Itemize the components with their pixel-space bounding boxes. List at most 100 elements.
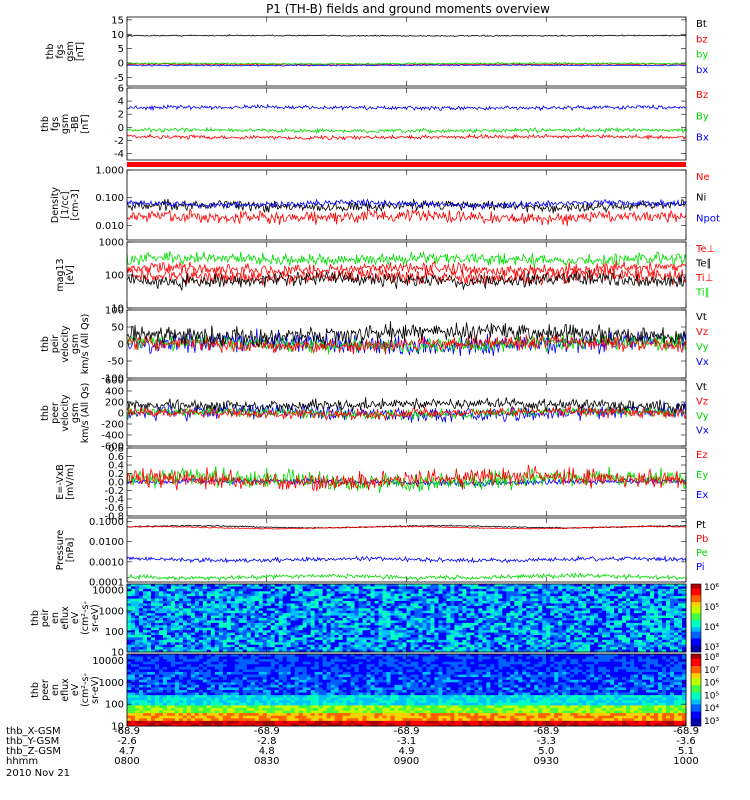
- y-tick-label: 0.1000: [89, 517, 124, 528]
- ephemeris-value: 0930: [534, 756, 559, 767]
- y-axis-label-line: gsm: [65, 41, 76, 61]
- y-tick-label: 0.2: [108, 469, 124, 480]
- legend-entry: Ti∥: [695, 288, 710, 299]
- y-tick-label: 100: [105, 700, 124, 711]
- legend-2: Bz By Bx: [696, 90, 709, 144]
- series-bx: [126, 63, 687, 67]
- legend-entry: Npot: [696, 213, 720, 224]
- y-axis-label-6: thb peer velocity gsm km/s (All Qs): [40, 383, 91, 444]
- y-tick-label: 0: [118, 59, 124, 70]
- y-axis-label-line: fgs: [55, 44, 66, 58]
- ephemeris-label: hhmm: [6, 756, 38, 767]
- legend-7: Ez Ey Ex: [696, 450, 708, 501]
- y-tick-label: -0.8: [104, 512, 124, 523]
- ephemeris-value: -68.9: [254, 726, 280, 737]
- y-tick-label: 0: [118, 123, 124, 134]
- y-axis-label-line: thb: [40, 336, 51, 352]
- y-axis-label-line: [nT]: [80, 114, 91, 133]
- legend-entry: Vx: [696, 357, 709, 368]
- y-axis-label-line: en: [50, 612, 61, 624]
- date-label: 2010 Nov 21: [6, 768, 70, 779]
- legend-entry: Bx: [696, 133, 709, 144]
- legend-entry: Pb: [696, 534, 708, 545]
- ephemeris-value: 4.7: [119, 746, 135, 757]
- ephemeris-value: -68.9: [673, 726, 699, 737]
- y-tick-label: -2: [114, 136, 124, 147]
- y-tick-label: -0.6: [104, 503, 124, 514]
- series-Pe: [126, 572, 687, 582]
- y-axis-label-line: (cm²-s-: [80, 601, 91, 635]
- series-Bt: [126, 34, 687, 38]
- legend-entry: Vx: [696, 426, 709, 437]
- ephemeris-value: -2.6: [117, 736, 137, 747]
- colorbar-9: 10⁶ 10⁵ 10⁴ 10³: [690, 583, 719, 653]
- y-axis-label-line: [mV/m]: [65, 464, 76, 500]
- y-tick-label: -4: [114, 149, 124, 160]
- y-axis-label-line: eV: [70, 683, 81, 696]
- colorbar-label: 10⁶: [704, 583, 719, 593]
- y-axis-label-line: thb: [45, 44, 56, 60]
- series-Ni: [126, 198, 687, 214]
- series-Pb: [126, 525, 687, 530]
- y-axis-label-line: gsm: [60, 114, 71, 134]
- y-tick-label: 0.0: [108, 478, 124, 489]
- y-tick-label: -400: [101, 431, 124, 442]
- legend-entry: Vz: [696, 397, 708, 408]
- ephemeris-value: -68.9: [114, 726, 140, 737]
- legend-5: Vt Vz Vy Vx: [696, 312, 709, 368]
- ephemeris-value: -3.6: [676, 736, 696, 747]
- y-tick-label: 10: [111, 722, 124, 733]
- y-axis-label-5: thb peir velocity gsm km/s (All Qs): [40, 314, 91, 375]
- legend-entry: Bt: [696, 19, 707, 30]
- y-axis-label-line: velocity: [60, 394, 71, 432]
- y-tick-label: 10000: [92, 656, 124, 667]
- y-axis-label-8: Pressure [nPa]: [55, 530, 76, 571]
- y-axis-label-line: [eV]: [65, 265, 76, 285]
- y-tick-label: 200: [105, 398, 124, 409]
- y-axis-label-line: fgs: [50, 117, 61, 131]
- y-tick-label: 400: [105, 387, 124, 398]
- y-tick-label: 0.100: [95, 193, 124, 204]
- legend-4: Te⊥ Te∥ Ti⊥ Ti∥: [695, 244, 715, 299]
- y-tick-label: 10: [111, 648, 124, 659]
- legend-entry: Pt: [696, 520, 706, 531]
- series-Ez: [126, 464, 687, 492]
- series-Vx: [126, 401, 687, 424]
- y-tick-label: 600: [105, 376, 124, 387]
- spectrogram-cells: [127, 584, 687, 653]
- ephemeris-value: 1000: [673, 756, 698, 767]
- y-axis-label-line: sr-eV): [90, 676, 101, 704]
- y-tick-label: 1000: [99, 606, 124, 617]
- y-axis-label-line: velocity: [60, 325, 71, 363]
- legend-entry: By: [696, 111, 709, 122]
- legend-entry: Ez: [696, 450, 708, 461]
- y-tick-label: 6: [118, 84, 124, 95]
- y-axis-label-line: eflux: [60, 606, 71, 630]
- series-Vt: [126, 321, 687, 348]
- y-tick-label: 4: [118, 97, 124, 108]
- y-tick-label: 0.010: [95, 221, 124, 232]
- y-tick-label: 1000: [99, 678, 124, 689]
- ephemeris-value: -68.9: [533, 726, 559, 737]
- legend-entry: Vt: [696, 382, 707, 393]
- ephemeris-value: 0800: [114, 756, 139, 767]
- ephemeris-value: -3.1: [397, 736, 417, 747]
- y-axis-label-line: (cm²-s-: [80, 673, 91, 707]
- series-By: [126, 126, 687, 135]
- legend-entry: Ni: [696, 193, 706, 204]
- legend-entry: Ne: [696, 172, 710, 183]
- legend-entry: Ex: [696, 490, 708, 501]
- series-Bx: [126, 103, 687, 112]
- panel-3: Ne Ni Npot 1.000 0.100 0.010 Density [1/cc] [cm-…: [50, 166, 720, 241]
- y-axis-label-line: mag13: [55, 258, 66, 291]
- series-Vz: [126, 332, 687, 355]
- series-Vz: [126, 405, 687, 422]
- separator-band: [127, 162, 686, 167]
- series-Npot: [126, 198, 687, 210]
- y-tick-label: 50: [111, 323, 124, 334]
- y-tick-label: 1.000: [95, 166, 124, 177]
- y-axis-label-1: thb fgs gsm [nT]: [45, 41, 86, 61]
